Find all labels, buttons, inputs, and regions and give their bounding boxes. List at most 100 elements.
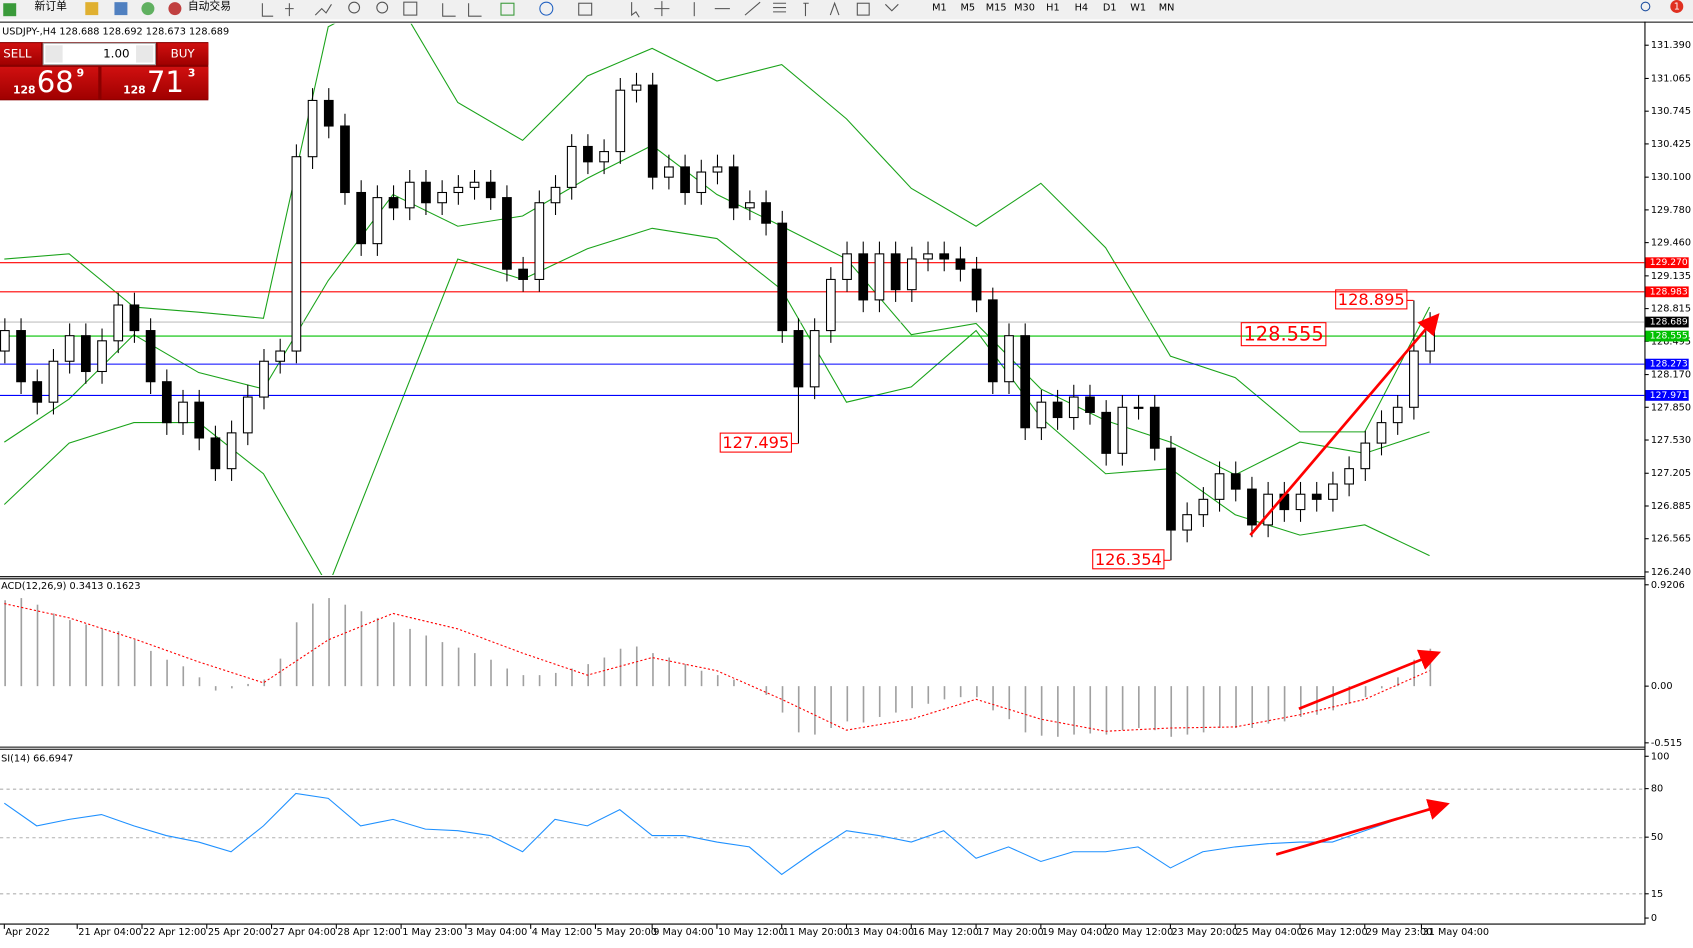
indicators[interactable]	[500, 2, 515, 16]
macd-layer	[4, 598, 1432, 737]
candle-body	[518, 268, 528, 280]
macd-bar	[927, 686, 930, 704]
timeframe-button[interactable]: W1	[1130, 3, 1146, 14]
timeframe-button[interactable]: M15	[986, 3, 1007, 14]
candle-body	[728, 166, 739, 209]
macd-bar	[1267, 686, 1270, 724]
y-tick-label: 0.00	[1651, 681, 1673, 692]
tool-icon[interactable]	[285, 3, 294, 17]
timeframe-button[interactable]: H1	[1046, 3, 1059, 14]
bollinger-band	[4, 144, 1430, 476]
tool-icon[interactable]	[442, 3, 456, 17]
cursor[interactable]	[631, 2, 640, 18]
macd-bar	[214, 686, 217, 691]
lots-value[interactable]: 1.00	[103, 46, 129, 60]
candle-body	[680, 166, 690, 194]
channel-tool[interactable]	[803, 2, 809, 17]
timeframe-button[interactable]: D1	[1103, 3, 1117, 14]
macd-bar	[1251, 686, 1254, 728]
macd-bar	[1299, 686, 1302, 717]
macd-bar	[1348, 686, 1351, 704]
fibo-tool[interactable]	[773, 2, 787, 13]
buy-price-box[interactable]	[101, 66, 209, 100]
text-tool[interactable]	[829, 1, 840, 16]
trendline-tool[interactable]	[744, 1, 761, 16]
candle-body	[599, 151, 609, 163]
y-tick-label: 130.745	[1651, 106, 1691, 117]
annotation-box	[1240, 322, 1327, 347]
buy-button[interactable]	[157, 43, 209, 65]
sell-button[interactable]	[0, 43, 42, 65]
timeframe-button[interactable]: MN	[1159, 3, 1175, 14]
y-tick-label: 128.495	[1651, 336, 1691, 347]
timeframe-button[interactable]: M1	[932, 3, 947, 14]
lots-increase[interactable]	[136, 45, 154, 63]
macd-bar	[538, 675, 541, 687]
timeframe-button[interactable]: H4	[1075, 3, 1088, 14]
price-annotation: 127.495	[722, 433, 789, 452]
sell-label[interactable]: SELL	[3, 46, 32, 60]
x-tick-label: 10 May 12:00	[718, 927, 785, 938]
candle-body	[97, 340, 107, 373]
x-tick-label: 16 May 12:00	[912, 927, 979, 938]
price-level-label: 129.270	[1650, 257, 1688, 268]
x-tick-label: 29 May 23:00	[1366, 927, 1433, 938]
y-tick-label: 15	[1651, 889, 1663, 900]
tool-icon[interactable]	[468, 3, 482, 17]
candle-body	[696, 171, 707, 194]
crosshair[interactable]	[654, 1, 670, 17]
macd-bar	[1089, 686, 1092, 734]
candle-body	[1295, 493, 1306, 511]
macd-bar	[490, 659, 492, 687]
y-tick-label: 0	[1651, 913, 1657, 924]
buy-label[interactable]: BUY	[171, 46, 196, 60]
zoom-out[interactable]	[376, 1, 389, 14]
templates[interactable]	[578, 2, 593, 16]
macd-bar	[69, 620, 71, 687]
arrows-tool[interactable]	[884, 3, 899, 12]
price-level-label: 128.273	[1650, 359, 1688, 370]
search[interactable]	[1640, 1, 1651, 12]
auto-trading-icon[interactable]	[168, 2, 182, 16]
macd-bar	[1332, 686, 1334, 711]
y-tick-label: -0.515	[1651, 738, 1682, 749]
macd-bar	[1024, 686, 1027, 733]
macd-bar	[1138, 686, 1140, 728]
new-order-icon[interactable]	[3, 3, 17, 17]
price-level-label: 128.689	[1650, 317, 1688, 328]
tile[interactable]	[403, 1, 418, 16]
candle-body	[194, 401, 205, 439]
annotation-box	[1092, 549, 1165, 570]
toolbar-icon[interactable]	[85, 2, 99, 16]
chart-window	[0, 21, 1693, 944]
candle-body	[793, 330, 804, 388]
macd-bar	[1235, 686, 1237, 728]
x-tick-label: 23 May 20:00	[1171, 927, 1238, 938]
notification-badge[interactable]	[1670, 0, 1684, 13]
macd-bar	[619, 648, 622, 687]
zoom-in[interactable]	[348, 1, 361, 14]
candle-body	[437, 191, 448, 204]
tool-icon[interactable]	[314, 4, 332, 16]
candles-layer	[0, 23, 1645, 576]
auto-trading-button[interactable]: 自动交易	[188, 0, 231, 12]
toolbar-icon[interactable]	[141, 2, 155, 16]
timeframe-button[interactable]: M30	[1014, 3, 1035, 14]
y-tick-label: 126.885	[1651, 501, 1691, 512]
timeframe-button[interactable]: M5	[960, 3, 975, 14]
lots-input[interactable]	[42, 42, 157, 66]
tool-icon[interactable]	[261, 3, 274, 17]
toolbar-icon[interactable]	[114, 2, 128, 16]
new-order-button[interactable]: 新订单	[35, 0, 68, 12]
candle-body	[923, 253, 933, 260]
macd-bar	[1105, 686, 1108, 735]
label-tool[interactable]	[856, 2, 870, 16]
sell-price-box[interactable]	[0, 66, 99, 100]
price-level-tag	[1645, 316, 1689, 328]
lots-decrease[interactable]	[45, 45, 63, 63]
candle-body	[842, 253, 852, 280]
price-level-tag	[1645, 257, 1689, 269]
periods[interactable]	[539, 1, 554, 16]
x-tick-label: Apr 2022	[5, 927, 50, 938]
